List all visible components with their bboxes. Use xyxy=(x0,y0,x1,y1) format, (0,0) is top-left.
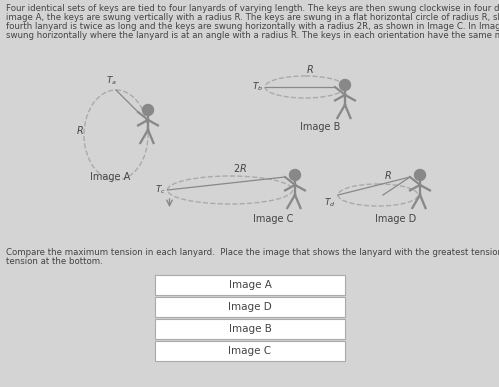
Text: $T_a$: $T_a$ xyxy=(105,75,116,87)
Text: $T_b$: $T_b$ xyxy=(252,81,263,93)
Text: Compare the maximum tension in each lanyard.  Place the image that shows the lan: Compare the maximum tension in each lany… xyxy=(6,248,499,257)
Text: Image D: Image D xyxy=(228,302,272,312)
Text: $R$: $R$ xyxy=(76,124,84,136)
Text: $T_d$: $T_d$ xyxy=(324,197,336,209)
Text: Image C: Image C xyxy=(253,214,293,224)
Text: fourth lanyard is twice as long and the keys are swung horizontally with a radiu: fourth lanyard is twice as long and the … xyxy=(6,22,499,31)
Text: $T_c$: $T_c$ xyxy=(155,184,166,196)
Text: tension at the bottom.: tension at the bottom. xyxy=(6,257,103,266)
FancyBboxPatch shape xyxy=(155,319,345,339)
Circle shape xyxy=(143,104,154,115)
Circle shape xyxy=(415,170,426,180)
Text: Image A: Image A xyxy=(229,280,271,290)
Text: Image C: Image C xyxy=(229,346,271,356)
FancyBboxPatch shape xyxy=(155,341,345,361)
Text: Four identical sets of keys are tied to four lanyards of varying length. The key: Four identical sets of keys are tied to … xyxy=(6,4,499,13)
Text: image A, the keys are swung vertically with a radius R. The keys are swung in a : image A, the keys are swung vertically w… xyxy=(6,13,499,22)
Text: Image B: Image B xyxy=(300,122,340,132)
Text: swung horizontally where the lanyard is at an angle with a radius R. The keys in: swung horizontally where the lanyard is … xyxy=(6,31,499,40)
FancyBboxPatch shape xyxy=(155,297,345,317)
Text: $R$: $R$ xyxy=(306,63,314,75)
Text: $2R$: $2R$ xyxy=(233,162,247,174)
Text: $R$: $R$ xyxy=(384,169,392,181)
Text: Image D: Image D xyxy=(375,214,416,224)
Circle shape xyxy=(289,170,300,180)
Text: Image B: Image B xyxy=(229,324,271,334)
FancyBboxPatch shape xyxy=(155,275,345,295)
Text: Image A: Image A xyxy=(90,172,130,182)
Circle shape xyxy=(339,79,350,91)
